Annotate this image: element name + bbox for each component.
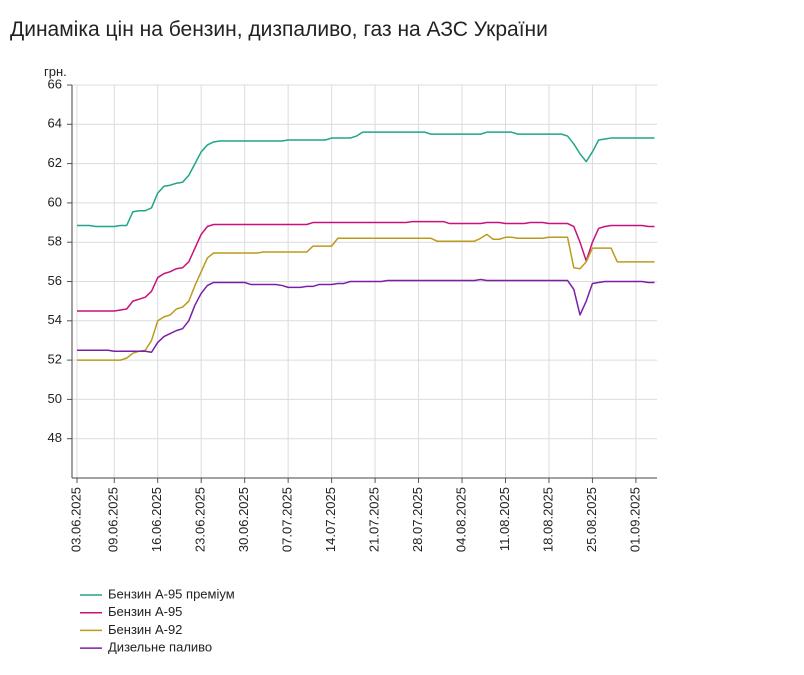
x-tick-label: 25.08.2025 [584, 487, 599, 552]
y-tick-label: 48 [48, 430, 62, 445]
legend-label: Бензин А-95 [108, 604, 182, 619]
y-tick-label: 54 [48, 312, 62, 327]
y-tick-label: 50 [48, 391, 62, 406]
x-tick-label: 11.08.2025 [497, 487, 512, 551]
x-tick-label: 18.08.2025 [540, 487, 555, 552]
y-axis-label: грн. [44, 64, 67, 79]
y-tick-label: 56 [48, 273, 62, 288]
x-tick-label: 21.07.2025 [367, 487, 382, 552]
series-line [77, 131, 655, 228]
x-tick-label: 23.06.2025 [193, 487, 208, 552]
legend-label: Дизельне паливо [108, 640, 212, 655]
x-tick-label: 09.06.2025 [106, 487, 121, 552]
legend-label: Бензин А-95 преміум [108, 586, 235, 601]
y-tick-label: 66 [48, 76, 62, 91]
x-tick-label: 04.08.2025 [453, 487, 468, 552]
legend-label: Бензин А-92 [108, 622, 182, 637]
y-tick-label: 52 [48, 352, 62, 367]
y-tick-label: 60 [48, 194, 62, 209]
x-tick-label: 30.06.2025 [236, 487, 251, 552]
series-line [77, 220, 655, 312]
x-tick-label: 16.06.2025 [149, 487, 164, 552]
x-tick-label: 14.07.2025 [323, 487, 338, 552]
series-line [77, 278, 655, 353]
chart-title: Динаміка цін на бензин, дизпаливо, газ н… [10, 18, 548, 41]
y-tick-label: 58 [48, 234, 62, 249]
y-tick-label: 62 [48, 155, 62, 170]
y-tick-label: 64 [48, 116, 62, 131]
x-tick-label: 03.06.2025 [68, 487, 83, 552]
x-tick-label: 07.07.2025 [280, 487, 295, 552]
x-tick-label: 01.09.2025 [627, 487, 642, 552]
x-tick-label: 28.07.2025 [410, 487, 425, 552]
series-line [77, 233, 655, 361]
